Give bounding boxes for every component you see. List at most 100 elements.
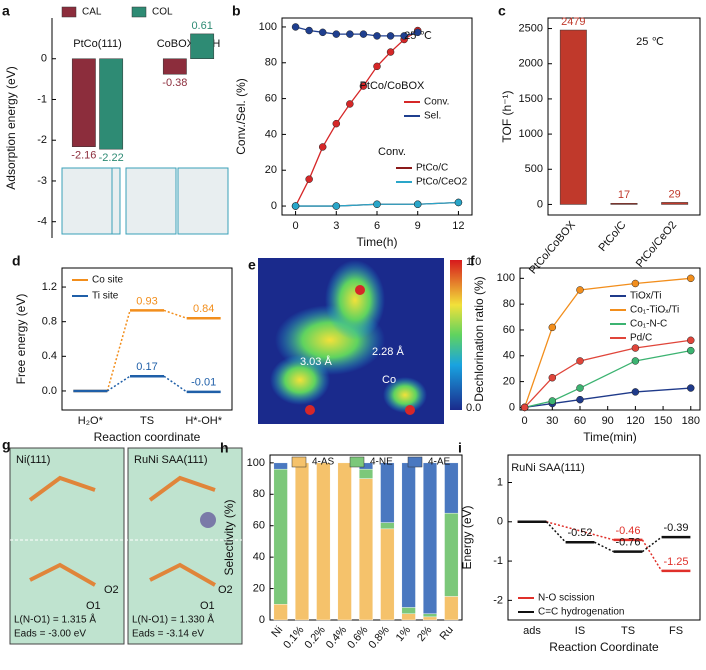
data-point bbox=[346, 30, 354, 38]
y-axis-label: Conv./Sel. (%) bbox=[234, 78, 248, 154]
series-line bbox=[524, 277, 691, 408]
y-tick-label: 500 bbox=[525, 163, 543, 175]
image-title: Ni(111) bbox=[16, 454, 50, 466]
structure-image bbox=[177, 167, 229, 235]
data-point bbox=[576, 286, 584, 294]
data-point bbox=[576, 384, 584, 392]
atom-label: O1 bbox=[86, 600, 101, 612]
plot-frame bbox=[547, 17, 701, 216]
value-label: -0.38 bbox=[162, 77, 187, 89]
data-point bbox=[631, 388, 640, 396]
bar-segment bbox=[273, 462, 288, 470]
y-tick-label: 0.0 bbox=[42, 385, 57, 397]
panel-label: a bbox=[2, 3, 10, 19]
data-point bbox=[305, 175, 313, 183]
y-tick-label: -1 bbox=[37, 93, 47, 105]
bar-segment bbox=[444, 512, 459, 597]
density-blob bbox=[325, 260, 385, 340]
y-tick-label: 100 bbox=[247, 457, 265, 469]
legend-label: N-O scission bbox=[538, 593, 595, 604]
bar-segment bbox=[422, 462, 438, 614]
legend-label: CAL bbox=[82, 7, 102, 18]
y-tick-label: 40 bbox=[253, 551, 265, 563]
annotation: RuNi SAA(111) bbox=[511, 462, 585, 474]
y-tick-label: -1 bbox=[493, 555, 503, 567]
bar-segment bbox=[401, 613, 416, 621]
legend-label: TiOx/Ti bbox=[630, 291, 661, 302]
density-blob bbox=[383, 377, 427, 413]
adsorption-energy: Eads = -3.00 eV bbox=[14, 629, 86, 640]
connector bbox=[641, 536, 663, 553]
data-point bbox=[631, 279, 640, 288]
y-tick-label: 60 bbox=[503, 324, 515, 336]
legend-label: Conv. bbox=[424, 97, 449, 108]
y-tick-label: 1500 bbox=[519, 93, 543, 105]
value-label: 0.61 bbox=[191, 20, 212, 32]
panel-label: b bbox=[232, 3, 241, 19]
data-point bbox=[687, 274, 695, 283]
bar-segment bbox=[380, 522, 395, 530]
data-point bbox=[359, 82, 368, 90]
y-tick-label: 60 bbox=[265, 92, 277, 104]
data-point bbox=[520, 403, 529, 412]
data-point bbox=[631, 344, 640, 352]
legend-label: C=C hydrogenation bbox=[538, 607, 624, 618]
x-tick-label: TS bbox=[140, 415, 154, 427]
x-axis-label: Reaction Coordinate bbox=[549, 640, 659, 654]
legend-label: Co site bbox=[92, 275, 124, 286]
panel-label: h bbox=[220, 440, 229, 456]
bar-segment bbox=[273, 468, 288, 605]
legend-swatch bbox=[407, 456, 423, 468]
data-point bbox=[318, 28, 327, 37]
bar-segment bbox=[294, 462, 310, 621]
x-axis-label: Reaction coordinate bbox=[94, 430, 201, 444]
data-point bbox=[687, 346, 695, 355]
data-point bbox=[291, 202, 300, 210]
bar-segment bbox=[358, 478, 374, 621]
value-label: -1.25 bbox=[663, 556, 688, 568]
data-point bbox=[413, 28, 422, 37]
data-point bbox=[373, 32, 381, 40]
legend-label: 4-AS bbox=[312, 457, 335, 468]
bar bbox=[190, 33, 215, 59]
structure-image bbox=[61, 167, 113, 235]
bond-length: L(N-O1) = 1.315 Å bbox=[14, 613, 96, 626]
panel-label: c bbox=[498, 3, 506, 19]
bar-segment bbox=[316, 462, 331, 621]
connector bbox=[163, 309, 187, 319]
plot-frame bbox=[61, 267, 233, 411]
data-point bbox=[413, 200, 422, 209]
connector bbox=[545, 521, 567, 543]
value-label: -0.76 bbox=[615, 537, 640, 549]
x-tick-label: 60 bbox=[574, 415, 586, 427]
annotation: 2.28 Å bbox=[372, 345, 404, 358]
panel-label: i bbox=[458, 440, 462, 456]
x-tick-label: 0.6% bbox=[345, 624, 370, 651]
y-tick-label: 0 bbox=[537, 198, 543, 210]
adsorption-energy: Eads = -3.14 eV bbox=[132, 629, 204, 640]
colorbar bbox=[450, 260, 462, 410]
bar bbox=[610, 203, 638, 205]
legend-label: Co₁-N-C bbox=[630, 319, 667, 330]
y-tick-label: -2 bbox=[493, 594, 503, 606]
value-label: 17 bbox=[618, 189, 630, 201]
data-point bbox=[291, 23, 300, 31]
legend-swatch bbox=[291, 456, 307, 468]
panel-label: g bbox=[2, 437, 11, 453]
x-tick-label: 2% bbox=[415, 624, 435, 644]
y-tick-label: 0 bbox=[41, 53, 47, 65]
y-tick-label: 80 bbox=[253, 488, 265, 500]
annotation: 25 ℃ bbox=[404, 30, 432, 42]
bar-segment bbox=[444, 462, 459, 514]
bar bbox=[71, 58, 96, 147]
y-tick-label: -3 bbox=[37, 175, 47, 187]
y-tick-label: 0 bbox=[271, 200, 277, 212]
density-blob bbox=[270, 355, 330, 405]
bar bbox=[559, 29, 587, 205]
x-tick-label: 0 bbox=[293, 220, 299, 232]
plot-frame bbox=[519, 267, 701, 411]
bar-segment bbox=[422, 616, 438, 621]
y-tick-label: 1 bbox=[497, 476, 503, 488]
connector bbox=[546, 521, 614, 541]
x-tick-label: 6 bbox=[374, 220, 380, 232]
